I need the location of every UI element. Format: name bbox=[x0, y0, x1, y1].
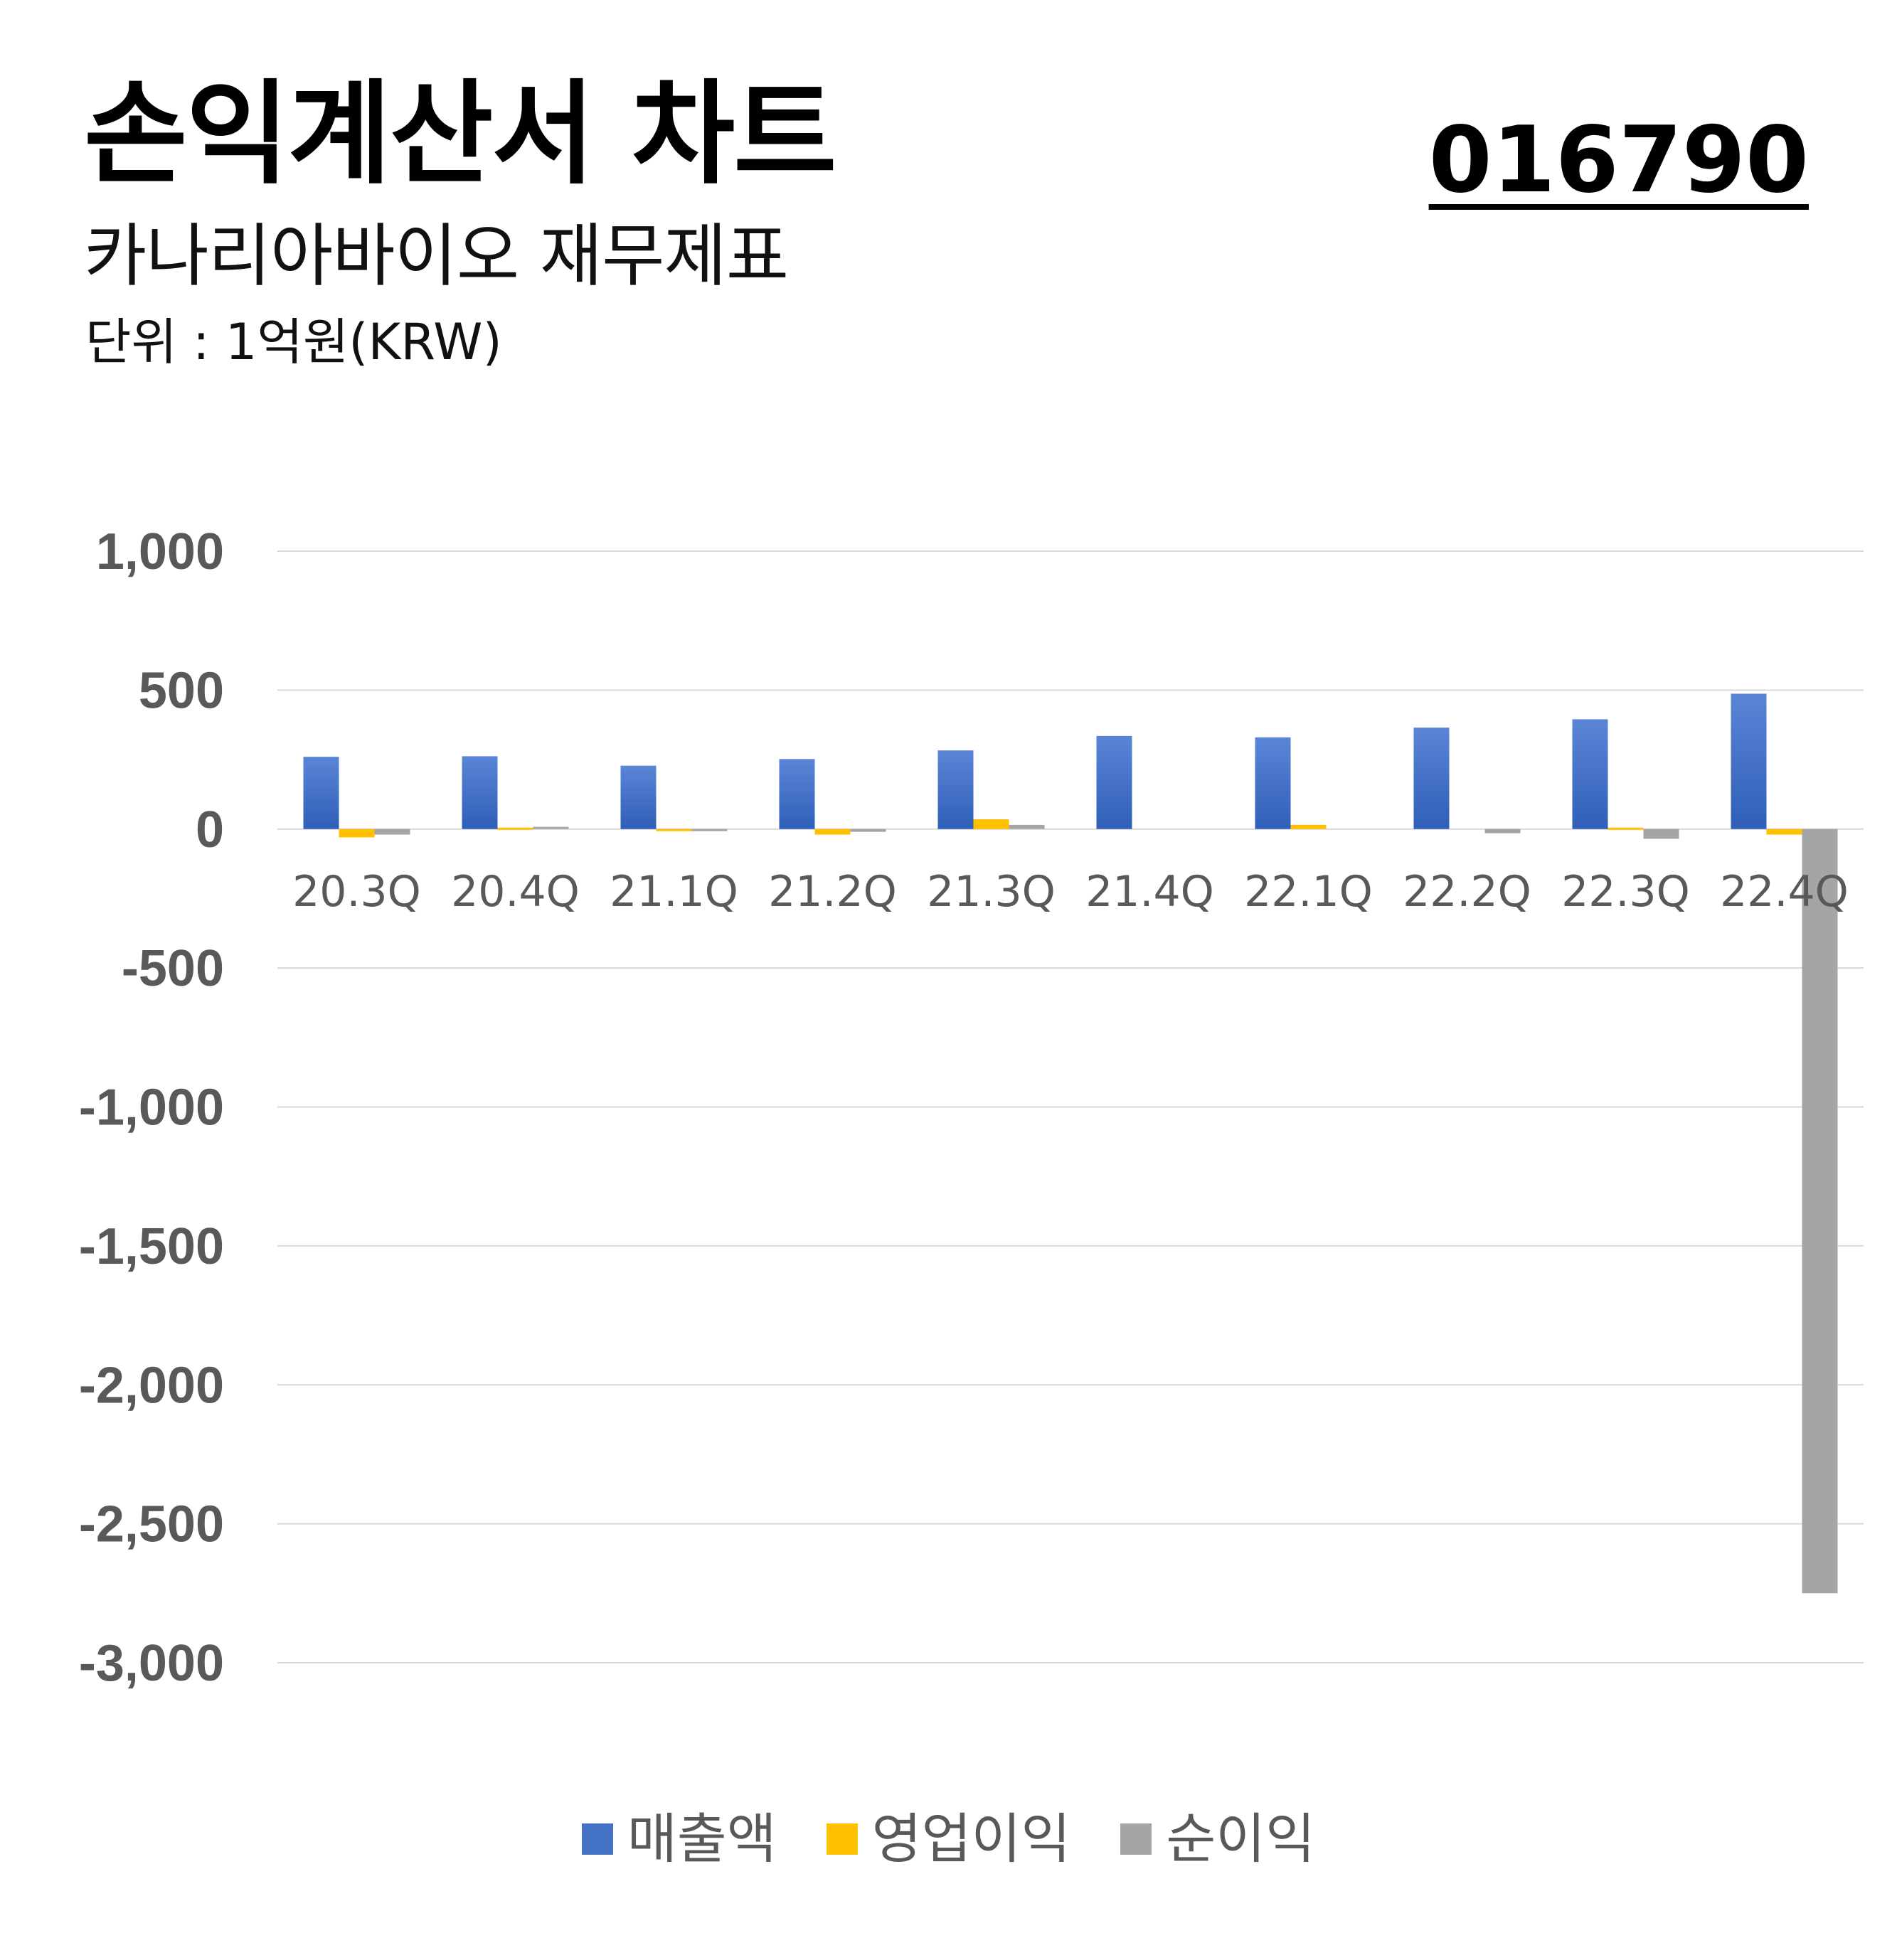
bar-revenue bbox=[462, 756, 498, 829]
legend-label-net-profit: 순이익 bbox=[1166, 1807, 1316, 1870]
y-tick-label: -2,000 bbox=[79, 1357, 224, 1414]
legend-item-operating-profit: 영업이익 bbox=[826, 1807, 1071, 1870]
bar-revenue bbox=[1255, 737, 1291, 829]
bar-operating-profit bbox=[339, 829, 375, 838]
bar-net-profit bbox=[374, 829, 410, 835]
bar-operating-profit bbox=[1766, 829, 1802, 835]
bar-net-profit bbox=[1643, 829, 1679, 839]
bar-net-profit bbox=[691, 829, 728, 831]
x-tick-label: 21.3Q bbox=[927, 867, 1056, 917]
x-tick-label: 21.4Q bbox=[1085, 867, 1214, 917]
y-tick-label: -3,000 bbox=[79, 1635, 224, 1692]
x-tick-label: 21.2Q bbox=[768, 867, 897, 917]
bar-operating-profit bbox=[1290, 824, 1327, 829]
bar-net-profit bbox=[850, 829, 886, 832]
y-tick-label: -1,000 bbox=[79, 1080, 224, 1136]
legend-label-revenue: 매출액 bbox=[627, 1807, 777, 1870]
bar-operating-profit bbox=[1608, 827, 1644, 830]
gridlines bbox=[277, 550, 1864, 1663]
x-tick-label: 20.3Q bbox=[292, 867, 421, 917]
bar-operating-profit bbox=[497, 827, 533, 830]
unit-label: 단위 : 1억원(KRW) bbox=[85, 313, 502, 371]
y-tick-label: 1,000 bbox=[96, 523, 224, 580]
x-tick-label: 22.1Q bbox=[1244, 867, 1373, 917]
bar-revenue bbox=[1096, 735, 1132, 829]
chart-title: 손익계산서 차트 bbox=[84, 69, 837, 200]
bar-revenue bbox=[1731, 693, 1767, 829]
bar-net-profit bbox=[1802, 829, 1838, 1594]
x-tick-label: 21.1Q bbox=[610, 867, 738, 917]
bars bbox=[303, 693, 1838, 1594]
y-axis-ticks: 1,000 500 0 -500 -1,000 -1,500 -2,000 -2,500 -3,… bbox=[79, 523, 224, 1692]
y-tick-label: 500 bbox=[139, 662, 224, 719]
bar-revenue bbox=[1413, 728, 1450, 829]
legend: 매출액 영업이익 순이익 bbox=[0, 1812, 1897, 1866]
legend-swatch-operating-profit bbox=[826, 1823, 858, 1855]
bar-operating-profit bbox=[814, 829, 851, 835]
legend-swatch-revenue bbox=[581, 1823, 613, 1855]
bar-net-profit bbox=[533, 826, 569, 829]
bar-net-profit bbox=[1009, 824, 1045, 829]
bar-revenue bbox=[779, 759, 815, 829]
y-tick-label: -500 bbox=[122, 940, 224, 997]
stock-code: 016790 bbox=[1428, 107, 1809, 213]
bar-revenue bbox=[1572, 719, 1608, 829]
x-tick-label: 22.3Q bbox=[1561, 867, 1690, 917]
bar-revenue bbox=[937, 750, 974, 829]
x-tick-label: 22.2Q bbox=[1403, 867, 1531, 917]
y-tick-label: -1,500 bbox=[79, 1218, 224, 1275]
x-tick-label: 22.4Q bbox=[1720, 867, 1849, 917]
legend-swatch-net-profit bbox=[1120, 1823, 1152, 1855]
bar-net-profit bbox=[1484, 829, 1521, 833]
y-tick-label: 0 bbox=[196, 801, 224, 858]
chart-subtitle: 카나리아바이오 재무제표 bbox=[84, 216, 789, 296]
bar-operating-profit bbox=[973, 819, 1009, 829]
legend-item-net-profit: 순이익 bbox=[1120, 1812, 1315, 1866]
bar-revenue bbox=[620, 765, 657, 829]
legend-item-revenue: 매출액 bbox=[581, 1807, 777, 1870]
x-tick-label: 20.4Q bbox=[451, 867, 580, 917]
legend-label-operating-profit: 영업이익 bbox=[871, 1807, 1071, 1870]
x-axis-ticks: 20.3Q 20.4Q 21.1Q 21.2Q 21.3Q 21.4Q 22.1Q 22.2Q… bbox=[292, 867, 1849, 917]
y-tick-label: -2,500 bbox=[79, 1496, 224, 1553]
bar-revenue bbox=[303, 757, 339, 829]
bar-operating-profit bbox=[656, 829, 692, 831]
